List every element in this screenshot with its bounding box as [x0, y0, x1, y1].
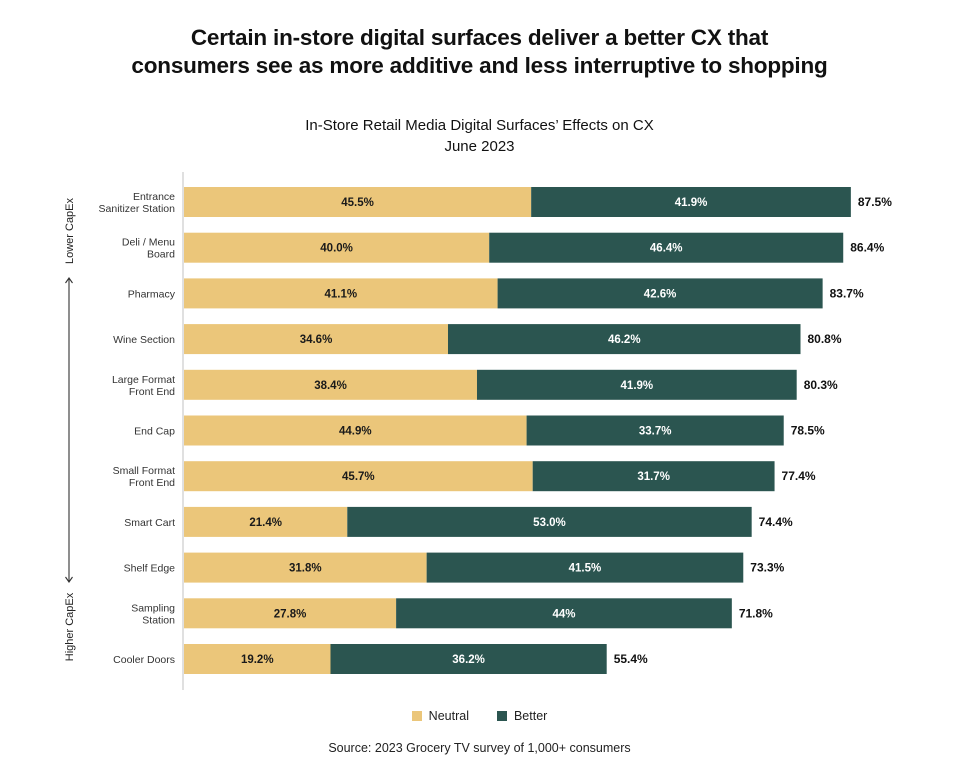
legend-label-better: Better	[513, 709, 548, 723]
bar-better-label: 41.9%	[675, 197, 708, 209]
bar-total-label: 78.5%	[791, 424, 825, 438]
bar-better	[426, 552, 744, 583]
bar-total-label: 55.4%	[614, 652, 648, 666]
bar-better	[447, 324, 801, 355]
category-label: End Cap	[134, 426, 175, 438]
category-label: Large Format Front End	[112, 374, 175, 398]
bar-better	[532, 461, 775, 492]
legend-item-better: Better	[496, 709, 548, 723]
category-label: Small Format Front End	[113, 465, 176, 489]
bar-total-label: 71.8%	[739, 606, 773, 620]
bar-neutral-label: 27.8%	[274, 608, 307, 620]
bar-neutral-label: 44.9%	[339, 426, 372, 438]
bar-better	[396, 598, 732, 629]
category-label: Sampling Station	[131, 602, 175, 626]
bar-better-label: 46.4%	[650, 243, 683, 255]
bar-neutral-label: 45.7%	[342, 471, 375, 483]
legend-item-neutral: Neutral	[411, 709, 469, 723]
bar-neutral-label: 31.8%	[289, 563, 322, 575]
bar-neutral	[184, 506, 348, 537]
bar-better-label: 41.9%	[621, 380, 654, 392]
bar-better-label: 36.2%	[452, 654, 485, 666]
category-label: Pharmacy	[128, 288, 176, 300]
bar-total-label: 73.3%	[750, 561, 784, 575]
bar-neutral	[184, 415, 527, 446]
bar-neutral-label: 40.0%	[320, 243, 353, 255]
legend-swatch-better	[496, 711, 507, 721]
category-label: Smart Cart	[124, 517, 175, 529]
bar-neutral	[184, 644, 331, 674]
bar-better-label: 31.7%	[637, 471, 670, 483]
legend-swatch-neutral	[411, 711, 422, 721]
chart-subtitle: June 2023	[444, 138, 515, 155]
capex-label-lower: Lower CapEx	[64, 197, 76, 264]
chart-title: In-Store Retail Media Digital Surfaces’ …	[305, 117, 654, 134]
bar-neutral-label: 38.4%	[314, 380, 347, 392]
bar-neutral-label: 45.5%	[341, 197, 374, 209]
capex-label-higher: Higher CapEx	[64, 592, 76, 661]
headline-line-2: consumers see as more additive and less …	[131, 53, 828, 78]
category-label: Shelf Edge	[124, 563, 176, 575]
arrow-down-icon	[65, 576, 73, 583]
bar-total-label: 80.3%	[804, 378, 838, 392]
bar-total-label: 87.5%	[858, 195, 892, 209]
category-label: Wine Section	[113, 334, 175, 346]
bar-better	[330, 644, 607, 674]
bar-total-label: 74.4%	[759, 515, 793, 529]
bar-better	[526, 415, 784, 446]
bar-neutral	[184, 461, 533, 492]
headline: Certain in-store digital surfaces delive…	[0, 24, 959, 80]
category-label: Entrance Sanitizer Station	[99, 191, 176, 215]
legend: Neutral Better	[0, 709, 959, 723]
category-label: Deli / Menu Board	[122, 237, 175, 261]
bar-neutral	[184, 324, 448, 355]
bar-total-label: 83.7%	[830, 286, 864, 300]
bar-neutral-label: 41.1%	[324, 288, 357, 300]
arrow-up-icon	[65, 277, 73, 284]
headline-line-1: Certain in-store digital surfaces delive…	[190, 25, 769, 50]
chart-title-block: In-Store Retail Media Digital Surfaces’ …	[0, 115, 959, 157]
bar-total-label: 86.4%	[850, 241, 884, 255]
bar-total-label: 77.4%	[782, 469, 816, 483]
bar-better	[497, 278, 823, 309]
bar-neutral	[184, 369, 477, 400]
bar-better-label: 42.6%	[644, 288, 677, 300]
bar-better	[531, 187, 851, 217]
bar-neutral	[184, 598, 397, 629]
bar-better-label: 44%	[552, 608, 575, 620]
category-label: Cooler Doors	[113, 654, 175, 666]
bar-better-label: 46.2%	[608, 334, 641, 346]
bar-neutral	[184, 552, 427, 583]
bar-better	[489, 232, 844, 263]
bar-neutral	[184, 278, 498, 309]
bar-total-label: 80.8%	[808, 332, 842, 346]
bar-neutral-label: 21.4%	[249, 517, 282, 529]
bar-neutral-label: 19.2%	[241, 654, 274, 666]
bar-neutral	[184, 232, 490, 263]
bar-better-label: 53.0%	[533, 517, 566, 529]
legend-label-neutral: Neutral	[428, 709, 469, 723]
bar-better	[476, 369, 797, 400]
bar-neutral-label: 34.6%	[300, 334, 333, 346]
bar-neutral	[184, 187, 532, 217]
source-note: Source: 2023 Grocery TV survey of 1,000+…	[328, 741, 631, 755]
bar-better	[347, 506, 752, 537]
bar-better-label: 41.5%	[569, 563, 602, 575]
bar-better-label: 33.7%	[639, 426, 672, 438]
